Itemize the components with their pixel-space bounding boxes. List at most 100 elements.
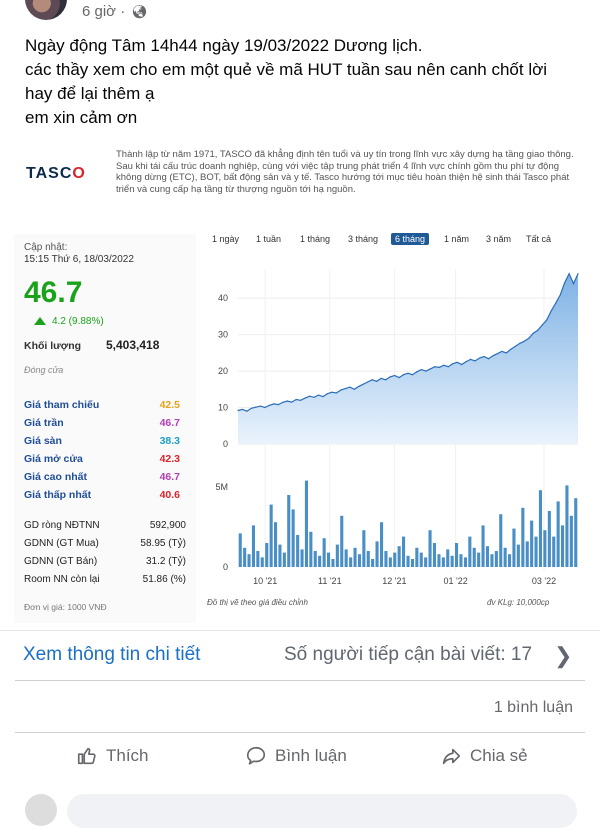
foreign-row-value: 592,900 xyxy=(149,520,186,531)
volume-bar xyxy=(543,530,547,567)
post-reach[interactable]: Số người tiếp cận bài viết: 17 xyxy=(284,644,533,665)
price-point xyxy=(246,410,248,412)
price-point xyxy=(353,388,355,390)
volume-bar xyxy=(547,511,551,567)
volume-bar xyxy=(318,555,322,567)
price-row-value: 46.7 xyxy=(159,471,180,483)
range-tabs: 1 ngày 1 tuần 1 tháng 3 tháng 6 tháng 1 … xyxy=(204,233,584,249)
volume-value: 5,403,418 xyxy=(106,338,160,352)
volume-bar xyxy=(463,557,467,567)
avatar xyxy=(25,794,57,826)
volume-bar xyxy=(291,509,295,567)
price-point xyxy=(313,396,315,398)
foreign-row-value: 51.86 (%) xyxy=(142,574,186,585)
volume-unit: đv KLg: 10,000cp xyxy=(487,598,550,607)
volume-bar xyxy=(282,552,286,567)
tab-1-thang[interactable]: 1 tháng xyxy=(300,234,331,244)
view-details-link[interactable]: Xem thông tin chi tiết xyxy=(23,644,201,665)
price-point xyxy=(371,379,373,381)
share-button[interactable]: Chia sẻ xyxy=(440,745,528,767)
tab-1-tuan[interactable]: 1 tuần xyxy=(256,234,282,244)
volume-bar xyxy=(357,554,361,567)
volume-bar xyxy=(450,555,454,567)
tab-1-ngay[interactable]: 1 ngày xyxy=(212,234,240,244)
divider xyxy=(15,732,585,733)
volume-bar xyxy=(521,507,525,567)
volume-bar xyxy=(340,515,344,567)
volume-tick-label: 0 xyxy=(223,562,228,572)
price-row-value: 42.5 xyxy=(159,399,180,411)
post-time[interactable]: 6 giờ · 🌏︎ xyxy=(82,3,148,20)
price-row-value: 38.3 xyxy=(159,435,180,447)
divider xyxy=(15,680,585,681)
price-row-label: Giá thấp nhất xyxy=(24,489,92,501)
stock-screenshot[interactable]: TASCO Thành lập từ năm 1971, TASCO đã kh… xyxy=(14,143,584,623)
price-point xyxy=(367,381,369,383)
price-row-value: 46.7 xyxy=(159,417,180,429)
tab-3-nam[interactable]: 3 năm xyxy=(486,234,512,244)
post-line: hay để lại thêm ạ xyxy=(25,84,155,103)
volume-bar xyxy=(300,549,304,567)
logo-main: TASC xyxy=(26,165,73,182)
volume-bar xyxy=(296,535,300,567)
price-point xyxy=(483,355,485,358)
comment-count[interactable]: 1 bình luận xyxy=(493,699,573,716)
foreign-row-label: GDNN (GT Mua) xyxy=(24,538,99,549)
foreign-row-label: GDNN (GT Bán) xyxy=(24,556,98,567)
volume-label: Khối lượng xyxy=(24,340,82,352)
volume-bar xyxy=(331,559,335,567)
price-row: Giá trần 46.7 xyxy=(24,417,180,429)
chevron-right-icon[interactable]: ❯ xyxy=(554,643,573,668)
price-row-label: Giá tham chiếu xyxy=(24,399,100,411)
comment-composer xyxy=(15,792,585,828)
volume-bar xyxy=(380,522,384,567)
price-row-value: 40.6 xyxy=(159,489,180,501)
tab-6-thang[interactable]: 6 tháng xyxy=(391,233,430,245)
post-time-text[interactable]: 6 giờ · xyxy=(82,3,126,20)
foreign-row: GDNN (GT Bán) 31.2 (Tỷ) xyxy=(24,556,186,567)
price-point xyxy=(505,352,507,354)
volume-bar xyxy=(366,551,370,567)
volume-bar xyxy=(371,559,375,567)
x-tick-label: 12 '21 xyxy=(382,576,406,586)
comment-label: Bình luận xyxy=(275,746,347,765)
stock-stats-panel: Cập nhật: 15:15 Thứ 6, 18/03/2022 46.7 4… xyxy=(14,234,196,623)
update-label: Cập nhật: xyxy=(24,242,68,253)
volume-bar xyxy=(406,555,410,567)
company-description: Thành lập từ năm 1971, TASCO đã khẳng đị… xyxy=(116,149,574,195)
comment-button[interactable]: Bình luận xyxy=(245,745,347,767)
volume-bar xyxy=(256,551,260,567)
price-row: Giá mở cửa 42.3 xyxy=(24,453,180,465)
tasco-logo: TASCO xyxy=(26,165,86,183)
price-point xyxy=(250,407,252,409)
avatar[interactable] xyxy=(25,0,67,20)
price-point xyxy=(331,391,333,393)
price-point xyxy=(487,358,490,360)
price-point xyxy=(479,357,481,359)
like-button[interactable]: Thích xyxy=(76,745,149,767)
price-point xyxy=(237,409,239,412)
volume-bar xyxy=(503,547,507,567)
volume-bar xyxy=(251,525,255,567)
price-point xyxy=(443,364,445,366)
tab-tat-ca[interactable]: Tất cả xyxy=(526,234,552,244)
price-point xyxy=(264,406,266,409)
tab-3-thang[interactable]: 3 tháng xyxy=(348,234,379,244)
comment-icon xyxy=(246,746,266,765)
price-row-label: Giá trần xyxy=(24,417,64,429)
volume-bar xyxy=(552,536,556,567)
volume-bar xyxy=(335,544,339,567)
volume-bar xyxy=(446,549,450,567)
price-point xyxy=(541,324,543,326)
tab-1-nam[interactable]: 1 năm xyxy=(444,234,470,244)
y-tick-label: 40 xyxy=(218,293,228,303)
market-status: Đóng cửa xyxy=(24,365,64,375)
volume-bar xyxy=(468,536,472,567)
price-point xyxy=(300,399,302,401)
x-tick-label: 01 '22 xyxy=(443,576,467,586)
y-tick-label: 10 xyxy=(218,403,228,413)
comment-input[interactable] xyxy=(67,794,577,828)
price-point xyxy=(277,404,279,406)
price-point xyxy=(501,350,503,352)
foreign-row-label: GD ròng NĐTNN xyxy=(24,520,100,531)
